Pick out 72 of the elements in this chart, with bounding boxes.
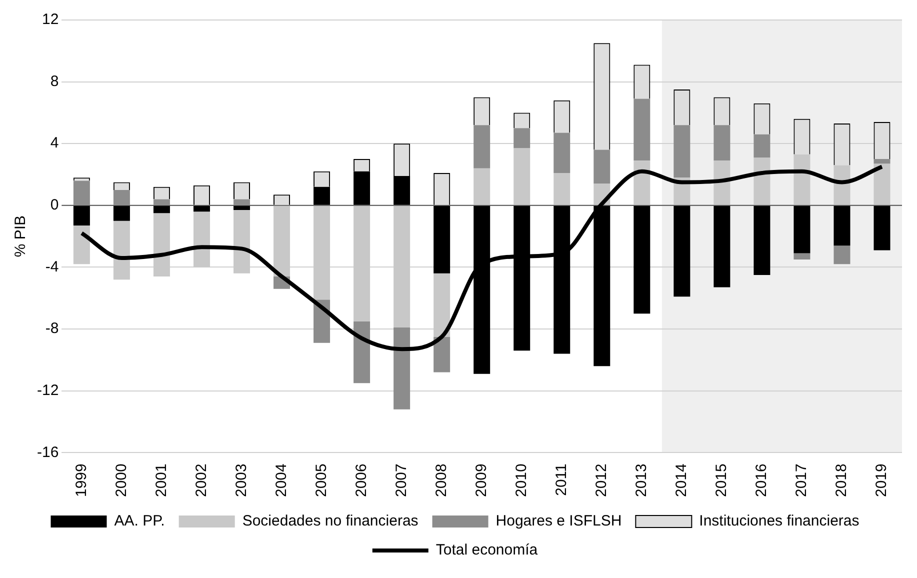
y-tick-label: -16 bbox=[36, 444, 59, 461]
y-tick-label: 4 bbox=[50, 134, 59, 152]
bar bbox=[354, 321, 370, 384]
bar bbox=[113, 206, 130, 221]
bar bbox=[554, 172, 570, 205]
bar bbox=[73, 226, 90, 264]
bar bbox=[594, 150, 610, 184]
bar bbox=[73, 180, 90, 205]
bar bbox=[874, 164, 890, 205]
x-tick-label: 2000 bbox=[112, 464, 130, 498]
x-tick-label: 2009 bbox=[472, 464, 490, 498]
bar bbox=[754, 206, 770, 275]
bar bbox=[634, 206, 650, 314]
x-tick-label: 2004 bbox=[272, 464, 290, 498]
x-tick-label: 2016 bbox=[753, 464, 770, 498]
bar bbox=[714, 160, 730, 205]
x-tick-label: 2011 bbox=[553, 464, 570, 496]
bar bbox=[434, 336, 450, 372]
legend-label: Hogares e ISFLSH bbox=[496, 512, 622, 530]
bar bbox=[674, 125, 690, 178]
x-tick-label: 2013 bbox=[633, 464, 650, 498]
bar bbox=[834, 246, 850, 264]
x-tick-label: 1999 bbox=[72, 464, 90, 498]
bar bbox=[233, 199, 250, 205]
x-tick-label: 2017 bbox=[793, 464, 810, 498]
bar bbox=[754, 158, 770, 205]
bar bbox=[73, 206, 90, 226]
x-tick-label: 2014 bbox=[673, 464, 690, 498]
bar bbox=[714, 125, 730, 161]
bar bbox=[474, 125, 490, 168]
x-tick-label: 2006 bbox=[352, 464, 370, 498]
legend-label: AA. PP. bbox=[114, 512, 165, 530]
bar bbox=[153, 199, 170, 205]
bar bbox=[754, 134, 770, 158]
bar bbox=[514, 128, 530, 148]
x-tick-label: 2002 bbox=[192, 464, 210, 498]
bar bbox=[794, 154, 810, 205]
x-tick-label: 2001 bbox=[152, 464, 170, 498]
bar bbox=[794, 206, 810, 254]
legend-label: Instituciones financieras bbox=[699, 512, 860, 530]
bar bbox=[634, 98, 650, 161]
bar bbox=[113, 190, 130, 205]
y-tick-label: -8 bbox=[45, 320, 59, 338]
x-tick-label: 2015 bbox=[713, 464, 730, 498]
bar bbox=[153, 206, 170, 214]
x-tick-label: 2018 bbox=[833, 464, 850, 498]
x-tick-label: 2005 bbox=[312, 464, 330, 498]
y-tick-label: 0 bbox=[50, 196, 59, 214]
bar bbox=[514, 148, 530, 205]
legend-label: Sociedades no financieras bbox=[242, 512, 418, 530]
x-tick-label: 2007 bbox=[392, 464, 410, 498]
y-tick-label: 12 bbox=[42, 11, 59, 28]
bar bbox=[674, 206, 690, 297]
bar bbox=[794, 253, 810, 260]
bar bbox=[714, 206, 730, 288]
x-tick-label: 2019 bbox=[873, 464, 890, 498]
x-tick-label: 2003 bbox=[232, 464, 250, 498]
bar bbox=[874, 159, 890, 164]
legend-label: Total economía bbox=[436, 542, 538, 559]
y-tick-label: -4 bbox=[45, 258, 59, 276]
y-tick-label: -12 bbox=[36, 382, 59, 399]
y-tick-label: 8 bbox=[50, 72, 59, 90]
bar bbox=[834, 206, 850, 246]
bar bbox=[394, 327, 410, 410]
bar bbox=[874, 206, 890, 250]
x-tick-label: 2012 bbox=[593, 464, 610, 498]
bar bbox=[233, 206, 250, 210]
bar bbox=[554, 132, 570, 173]
bar bbox=[474, 168, 490, 205]
x-tick-label: 2008 bbox=[432, 464, 450, 498]
y-axis-title: % PIB bbox=[12, 215, 30, 258]
x-tick-label: 2010 bbox=[512, 464, 530, 498]
